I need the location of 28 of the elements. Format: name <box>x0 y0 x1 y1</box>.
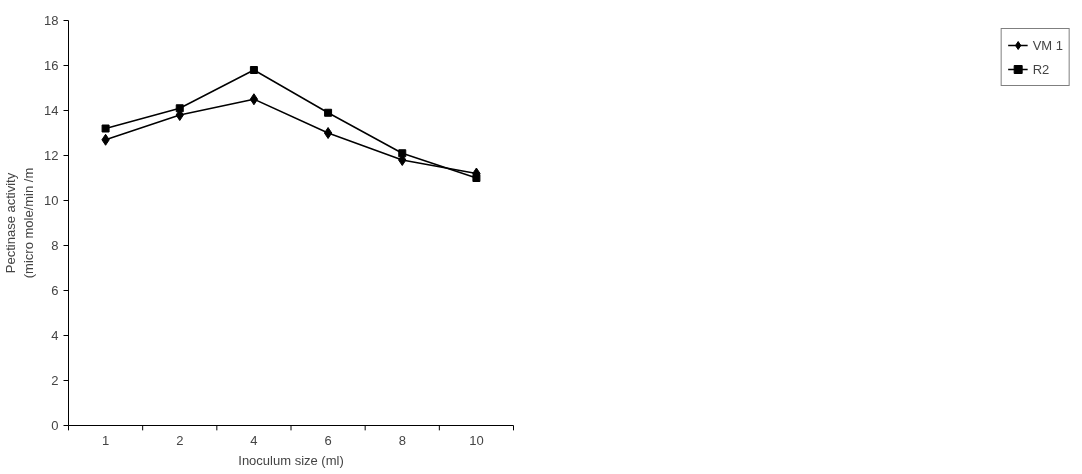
point <box>324 108 333 117</box>
point <box>472 174 481 182</box>
y-tick-label: 2 <box>51 373 59 388</box>
point <box>101 124 110 133</box>
point <box>249 93 259 106</box>
point <box>398 149 407 158</box>
y-tick-label: 14 <box>44 103 59 118</box>
x-tick-label: 10 <box>469 432 484 448</box>
point <box>175 104 184 113</box>
legend-label: VM 1 <box>1032 37 1063 53</box>
x-tick-label: 1 <box>101 432 110 448</box>
y-tick-label: 4 <box>51 328 59 343</box>
y-tick-label: 6 <box>51 283 59 298</box>
point <box>323 127 333 139</box>
point <box>249 66 258 74</box>
x-tick-label: 6 <box>324 432 332 448</box>
y-tick-label: 10 <box>44 193 59 208</box>
y-tick-label: 12 <box>44 148 59 163</box>
y-axis-title: Pectinase activity (micro mole/min /m <box>3 167 37 279</box>
y-tick-label: 0 <box>51 418 59 433</box>
y-tick-label: 18 <box>44 13 59 28</box>
x-tick-label: 8 <box>398 432 406 448</box>
y-tick-label: 16 <box>44 58 59 73</box>
legend-label: R2 <box>1032 61 1051 77</box>
x-tick-label: 2 <box>176 432 184 448</box>
x-tick-label: 4 <box>250 432 258 448</box>
y-tick-label: 8 <box>51 238 59 253</box>
x-axis-title: Inoculum size (ml) <box>238 452 344 468</box>
